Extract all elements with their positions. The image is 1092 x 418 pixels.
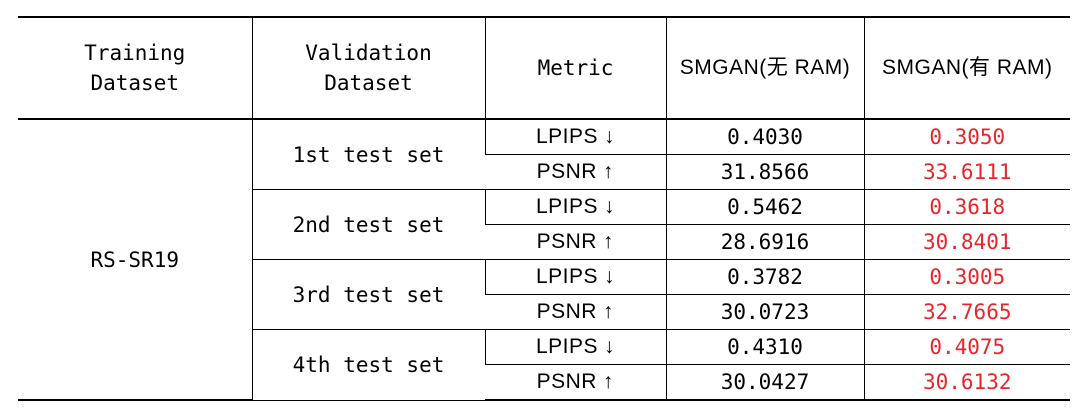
- training-dataset-cell: RS-SR19: [18, 119, 252, 401]
- value-with-ram: 0.4075: [863, 329, 1070, 365]
- arrow-up-icon: ↑: [602, 370, 614, 393]
- table-row: PSNR ↑ 30.0723 32.7665: [18, 294, 1070, 330]
- value-without-ram: 0.3782: [665, 259, 864, 295]
- table-row: PSNR ↑ 31.8566 33.6111: [18, 154, 1070, 190]
- metric-cell: PSNR ↑: [485, 294, 666, 330]
- validation-dataset-cell: 3rd test set: [251, 259, 485, 330]
- header-smgan-without-ram-label: SMGAN(无 RAM): [679, 55, 851, 79]
- header-training-dataset: Training Dataset: [18, 16, 252, 120]
- value-with-ram: 30.6132: [863, 364, 1070, 401]
- header-metric: Metric: [484, 16, 666, 120]
- table-header: Training Dataset Validation Dataset Metric…: [18, 16, 1070, 120]
- header-metric-label: Metric: [537, 55, 614, 80]
- header-row: Training Dataset Validation Dataset Metric…: [18, 16, 1070, 120]
- value-without-ram: 30.0723: [665, 294, 864, 330]
- results-table: Training Dataset Validation Dataset Metric…: [18, 16, 1070, 401]
- metric-label: PSNR: [536, 230, 597, 253]
- metric-cell: LPIPS ↓: [484, 329, 666, 365]
- validation-dataset-cell: 4th test set: [251, 329, 485, 401]
- value-with-ram: 0.3050: [863, 119, 1070, 155]
- arrow-down-icon: ↓: [604, 195, 616, 218]
- metric-label: PSNR: [536, 370, 597, 393]
- value-without-ram: 28.6916: [665, 224, 864, 260]
- value-with-ram: 0.3618: [863, 189, 1070, 225]
- metric-label: LPIPS: [535, 195, 599, 218]
- metric-cell: LPIPS ↓: [484, 189, 666, 225]
- table-row: 2nd test set LPIPS ↓ 0.5462 0.3618: [18, 189, 1070, 260]
- arrow-up-icon: ↑: [602, 300, 614, 323]
- header-smgan-with-ram-label: SMGAN(有 RAM): [882, 55, 1053, 79]
- value-with-ram: 32.7665: [863, 294, 1070, 330]
- table-body: RS-SR19 1st test set LPIPS ↓ 0.4030 0.3050 PSN…: [18, 119, 1070, 401]
- value-without-ram: 0.4030: [665, 119, 864, 155]
- metric-cell: LPIPS ↓: [484, 119, 666, 155]
- value-with-ram: 33.6111: [863, 154, 1070, 190]
- table-row: 4th test set LPIPS ↓ 0.4310 0.4075: [18, 329, 1070, 401]
- validation-dataset-cell: 2nd test set: [251, 189, 485, 260]
- metric-label: LPIPS: [535, 265, 599, 288]
- table-row: RS-SR19 1st test set LPIPS ↓ 0.4030 0.3050: [18, 119, 1070, 401]
- value-without-ram: 30.0427: [665, 364, 864, 401]
- metric-cell: PSNR ↑: [485, 364, 666, 401]
- arrow-down-icon: ↓: [604, 125, 616, 148]
- metric-label: LPIPS: [535, 125, 599, 148]
- value-with-ram: 30.8401: [863, 224, 1070, 260]
- value-without-ram: 31.8566: [665, 154, 864, 190]
- table-row: PSNR ↑ 28.6916 30.8401: [18, 224, 1070, 260]
- header-validation-dataset-label: Validation Dataset: [305, 40, 432, 95]
- metric-cell: PSNR ↑: [485, 154, 666, 190]
- metric-cell: PSNR ↑: [485, 224, 666, 260]
- header-smgan-without-ram: SMGAN(无 RAM): [665, 16, 864, 120]
- metric-label: PSNR: [536, 160, 597, 183]
- header-training-dataset-label: Training Dataset: [84, 40, 186, 95]
- arrow-down-icon: ↓: [604, 265, 616, 288]
- arrow-down-icon: ↓: [604, 335, 616, 358]
- arrow-up-icon: ↑: [602, 230, 614, 253]
- metric-label: LPIPS: [535, 335, 599, 358]
- validation-dataset-cell: 1st test set: [251, 119, 485, 190]
- metric-cell: LPIPS ↓: [484, 259, 666, 295]
- value-without-ram: 0.5462: [665, 189, 864, 225]
- table-row: 3rd test set LPIPS ↓ 0.3782 0.3005: [18, 259, 1070, 330]
- header-validation-dataset: Validation Dataset: [251, 16, 485, 120]
- value-with-ram: 0.3005: [863, 259, 1070, 295]
- header-smgan-with-ram: SMGAN(有 RAM): [863, 16, 1070, 120]
- metric-label: PSNR: [536, 300, 597, 323]
- arrow-up-icon: ↑: [602, 160, 614, 183]
- table-row: PSNR ↑ 30.0427 30.6132: [18, 364, 1070, 401]
- value-without-ram: 0.4310: [665, 329, 864, 365]
